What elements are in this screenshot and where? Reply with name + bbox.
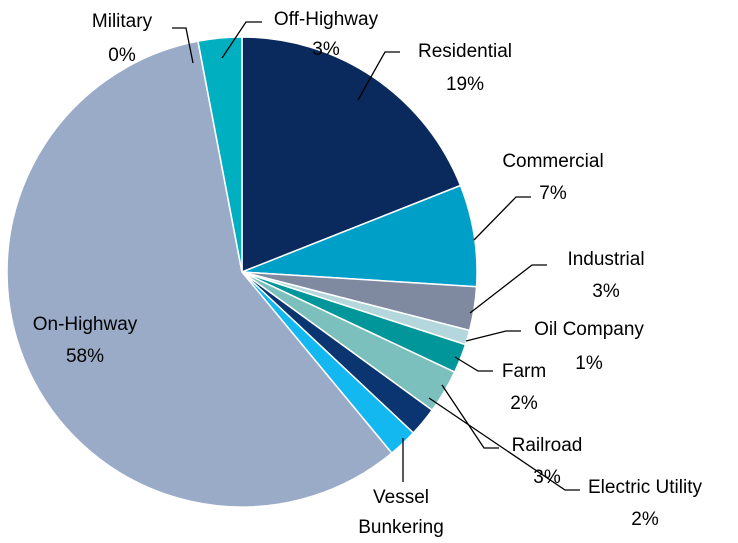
slice-label: Commercial (502, 151, 604, 172)
slice-label: 3% (533, 467, 561, 488)
leader-line (454, 356, 493, 372)
pie-slice (241, 36, 462, 274)
slice-label: Off-Highway (273, 9, 379, 30)
leader-line (473, 196, 531, 241)
pie-slice (6, 40, 393, 508)
slice-label: 19% (445, 74, 485, 95)
slice-label: Residential (418, 41, 512, 62)
slice-label: Military (91, 11, 153, 32)
slice-label: Electric Utility (587, 477, 703, 498)
slice-label: 3% (312, 39, 340, 60)
leader-line (357, 51, 400, 101)
leader-line (172, 27, 194, 64)
leader-line (221, 21, 262, 59)
slice-label: 7% (539, 183, 567, 204)
leader-lines (172, 21, 580, 491)
leader-line (441, 384, 499, 449)
leader-line (428, 397, 580, 491)
slice-label: 2% (510, 393, 538, 414)
leader-line (465, 330, 521, 342)
slice-label: 1% (575, 353, 603, 374)
slice-label: Railroad (511, 435, 583, 456)
pie-slice (197, 36, 243, 273)
slice-label: 58% (65, 346, 105, 367)
slice-label: Farm (501, 361, 547, 382)
leader-line (469, 264, 547, 314)
pie-slice (241, 184, 478, 288)
slice-label: Oil Company (534, 319, 644, 340)
slice-label: 0% (108, 45, 136, 66)
slice-label: 2% (631, 509, 659, 530)
slice-label: Vessel Bunkering (358, 487, 444, 538)
slice-label: On-Highway (32, 314, 138, 335)
slice-label: Industrial (567, 249, 645, 270)
slice-label: 3% (592, 281, 620, 302)
